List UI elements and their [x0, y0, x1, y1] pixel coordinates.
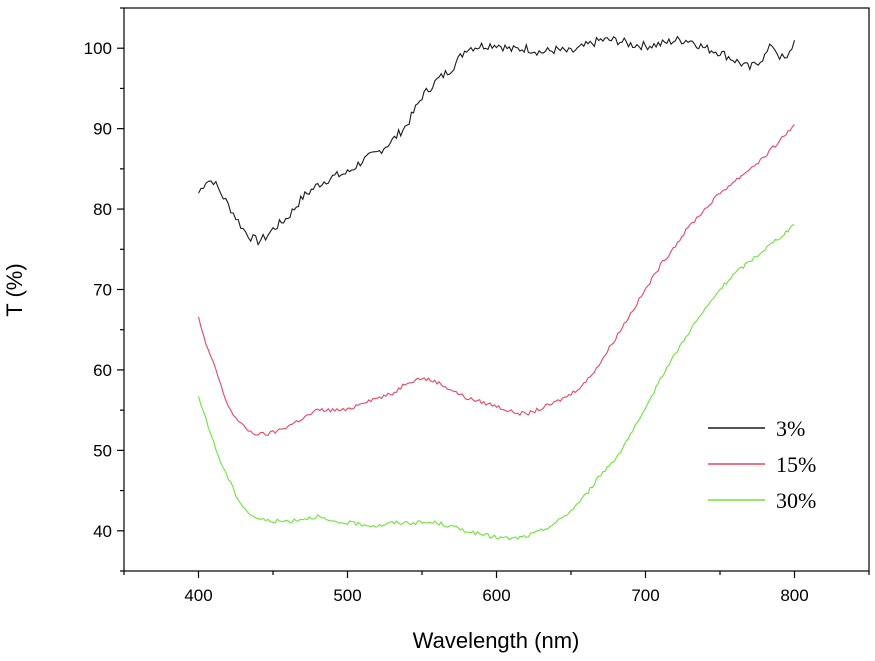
y-tick-label: 60 [93, 361, 112, 380]
legend: 3% 15% 30% [708, 416, 816, 513]
x-tick-label: 700 [631, 586, 659, 605]
y-tick-label: 90 [93, 120, 112, 139]
series-line-15pct [197, 124, 795, 436]
legend-label: 30% [776, 488, 816, 513]
plot-frame [123, 7, 870, 572]
y-axis-title: T (%) [2, 263, 27, 316]
y-tick-label: 70 [93, 281, 112, 300]
series-lines [197, 35, 796, 541]
legend-label: 15% [776, 452, 816, 477]
x-tick-label: 800 [780, 586, 808, 605]
axis-ticks [117, 7, 870, 578]
series-line-30pct [197, 224, 795, 541]
x-tick-label: 400 [184, 586, 212, 605]
legend-label: 3% [776, 416, 805, 441]
axis-tick-labels: 400 500 600 700 800 40 50 60 70 80 90 100 [84, 39, 809, 605]
y-tick-label: 40 [93, 522, 112, 541]
x-tick-label: 600 [482, 586, 510, 605]
y-tick-label: 100 [84, 39, 112, 58]
x-axis-title: Wavelength (nm) [413, 628, 580, 653]
y-tick-label: 80 [93, 200, 112, 219]
x-tick-label: 500 [333, 586, 361, 605]
series-line-3pct [198, 35, 796, 246]
y-tick-label: 50 [93, 441, 112, 460]
